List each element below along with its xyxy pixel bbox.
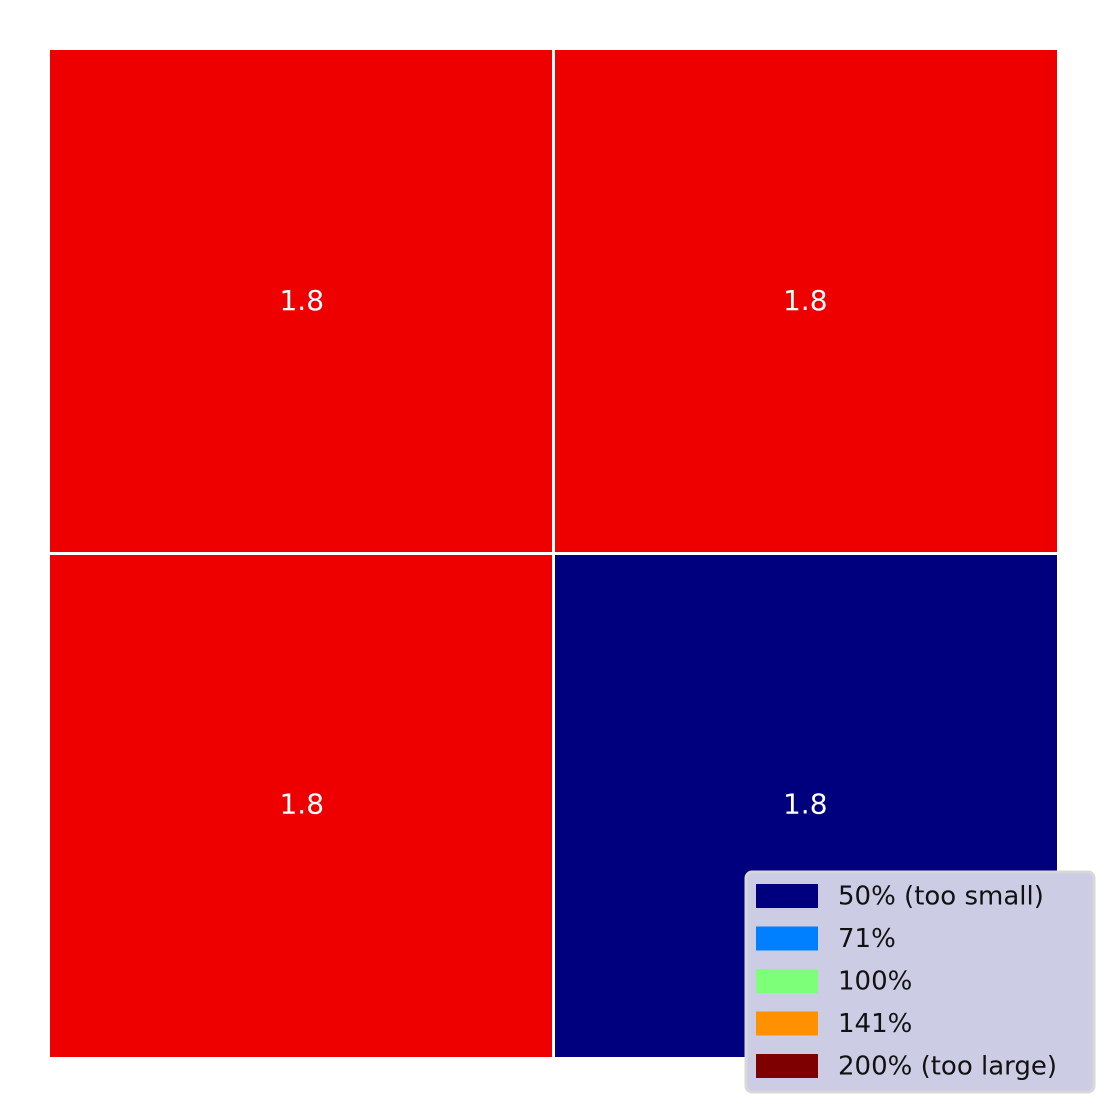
- heatmap-cell: [50, 555, 552, 1057]
- legend-swatch: [756, 1011, 818, 1036]
- legend-swatch: [756, 884, 818, 908]
- legend-swatch: [756, 926, 818, 951]
- cell-value-label: 1.8: [783, 787, 828, 820]
- legend-label: 200% (too large): [838, 1052, 1057, 1082]
- cell-value-label: 1.8: [783, 284, 828, 317]
- legend-label: 100%: [838, 967, 912, 997]
- legend: 50% (too small) 71% 100% 141% 200% (too larg…: [744, 870, 1096, 1094]
- heatmap-cell: [555, 50, 1057, 552]
- cell-value-label: 1.8: [279, 284, 324, 317]
- heatmap-cells: 1.8 1.8 1.8 1.8: [50, 50, 1057, 1057]
- legend-label: 71%: [838, 924, 896, 954]
- legend-label: 50% (too small): [838, 882, 1044, 912]
- legend-label: 141%: [838, 1009, 912, 1039]
- legend-box: [744, 870, 1096, 1094]
- legend-swatch: [756, 1054, 818, 1078]
- legend-swatch: [756, 969, 818, 993]
- heatmap-cell: [50, 50, 552, 552]
- cell-value-label: 1.8: [279, 787, 324, 820]
- legend-entries: 50% (too small) 71% 100% 141% 200% (too larg…: [756, 882, 1057, 1082]
